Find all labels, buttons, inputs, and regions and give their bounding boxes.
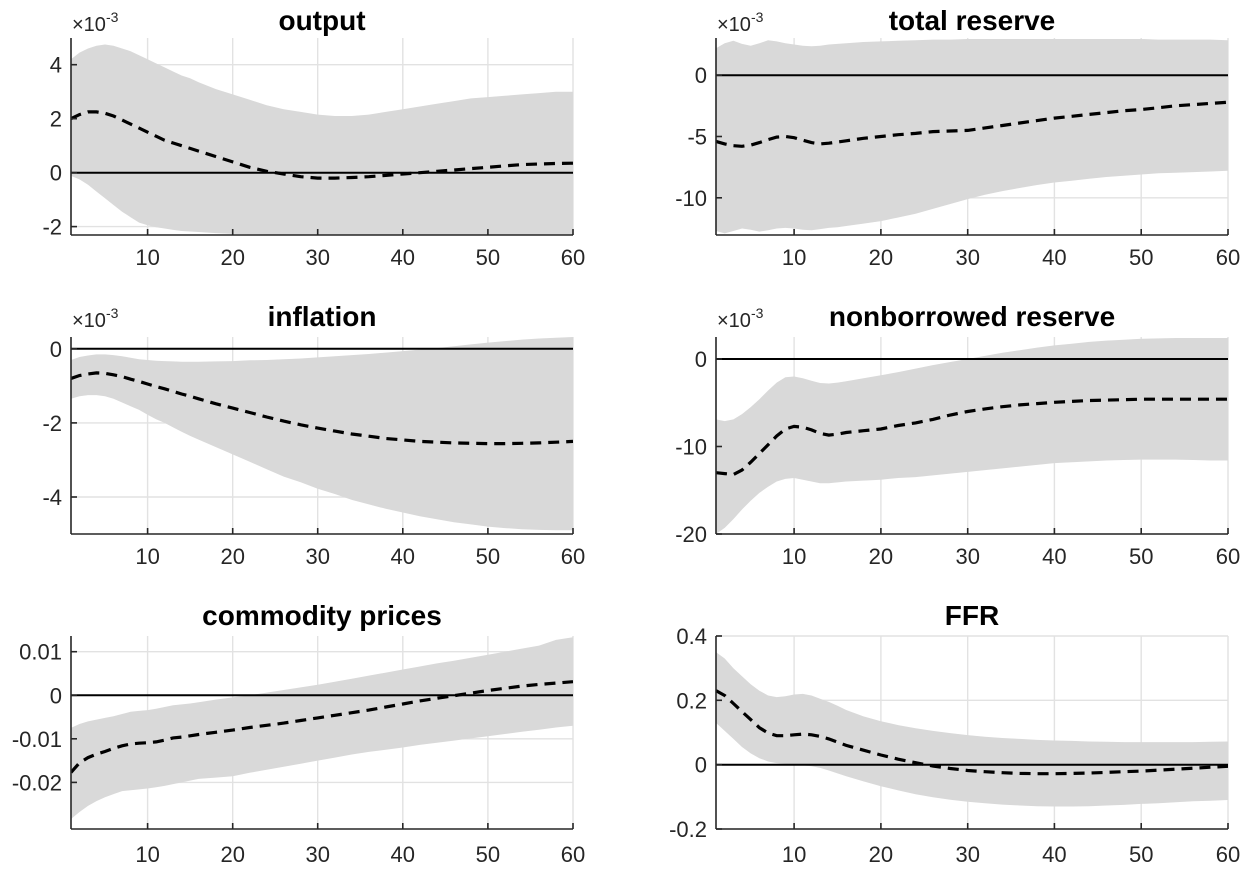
x-tick-label: 30: [955, 245, 979, 270]
y-tick-label: -5: [687, 125, 707, 150]
y-tick-label: -0.02: [12, 770, 62, 795]
y-tick-label: 0: [50, 683, 62, 708]
subplot-total-reserve: 0 -5 -10 10 20 30 40 50 60 total reserve ×10-3: [675, 5, 1240, 270]
y-tick-label: -0.2: [669, 817, 707, 842]
y-tick-label: -2: [42, 215, 62, 240]
confidence-band: [71, 337, 573, 531]
x-tick-label: 30: [305, 842, 329, 867]
y-tick-label: 0.01: [19, 640, 62, 665]
x-tick-label: 10: [782, 245, 806, 270]
x-tick-label: 40: [391, 544, 415, 569]
y-axis-scale-label: ×10-3: [72, 9, 119, 36]
y-tick-label: 0: [695, 753, 707, 778]
x-tick-label: 50: [1129, 842, 1153, 867]
y-tick-label: -10: [675, 435, 707, 460]
x-tick-label: 20: [869, 842, 893, 867]
x-tick-label: 60: [561, 245, 585, 270]
x-tick-label: 60: [561, 842, 585, 867]
x-tick-label: 30: [955, 544, 979, 569]
y-tick-label: -2: [42, 411, 62, 436]
x-tick-label: 60: [1216, 544, 1240, 569]
subplot-inflation: 0 -2 -4 10 20 30 40 50 60 inflation ×10-3: [42, 301, 585, 569]
y-axis-scale-label: ×10-3: [717, 9, 764, 36]
y-tick-label: 0: [50, 161, 62, 186]
subplot-title: commodity prices: [202, 600, 442, 631]
subplot-title: total reserve: [889, 5, 1056, 36]
x-tick-label: 40: [1042, 842, 1066, 867]
subplot-title: inflation: [268, 301, 377, 332]
confidence-band: [716, 652, 1228, 807]
y-axis-scale-label: ×10-3: [72, 305, 119, 332]
x-tick-label: 50: [476, 245, 500, 270]
x-tick-label: 20: [220, 544, 244, 569]
y-tick-label: 0.2: [676, 688, 707, 713]
x-tick-label: 30: [305, 544, 329, 569]
median-line: [71, 371, 573, 446]
subplot-nonborrowed-reserve: 0 -10 -20 10 20 30 40 50 60 nonborrowed reserve ×1…: [675, 301, 1240, 569]
y-tick-label: 4: [50, 53, 62, 78]
confidence-band: [716, 338, 1228, 534]
y-tick-label: 0: [695, 347, 707, 372]
y-tick-label: 0: [50, 337, 62, 362]
x-tick-label: 20: [869, 245, 893, 270]
x-tick-label: 60: [561, 544, 585, 569]
y-axis-scale-label: ×10-3: [717, 305, 764, 332]
x-tick-label: 40: [391, 842, 415, 867]
x-tick-label: 10: [782, 842, 806, 867]
x-tick-label: 10: [135, 544, 159, 569]
y-tick-label: 0: [695, 63, 707, 88]
y-tick-label: -4: [42, 485, 62, 510]
x-tick-label: 50: [1129, 544, 1153, 569]
median-line: [716, 100, 1228, 148]
x-tick-label: 40: [1042, 544, 1066, 569]
confidence-band: [71, 637, 573, 819]
subplot-title: nonborrowed reserve: [829, 301, 1115, 332]
x-tick-label: 10: [135, 245, 159, 270]
x-tick-label: 20: [220, 245, 244, 270]
x-tick-label: 10: [135, 842, 159, 867]
x-tick-label: 40: [1042, 245, 1066, 270]
confidence-band: [71, 44, 573, 235]
confidence-band: [716, 39, 1228, 234]
subplot-title: output: [278, 5, 365, 36]
y-tick-label: 2: [50, 107, 62, 132]
x-tick-label: 30: [305, 245, 329, 270]
y-tick-label: 0.4: [676, 624, 707, 649]
x-tick-label: 40: [391, 245, 415, 270]
x-tick-label: 30: [955, 842, 979, 867]
x-tick-label: 60: [1216, 842, 1240, 867]
subplot-title: FFR: [945, 600, 999, 631]
x-tick-label: 50: [1129, 245, 1153, 270]
x-tick-label: 10: [782, 544, 806, 569]
x-tick-label: 20: [869, 544, 893, 569]
subplot-ffr: 0.4 0.2 0 -0.2 10 20 30 40 50 60 FFR: [669, 600, 1240, 867]
median-line: [71, 110, 573, 180]
x-tick-label: 50: [476, 842, 500, 867]
y-tick-label: -10: [675, 186, 707, 211]
x-tick-label: 50: [476, 544, 500, 569]
y-tick-label: -20: [675, 522, 707, 547]
median-line: [71, 680, 573, 774]
y-tick-label: -0.01: [12, 727, 62, 752]
x-tick-label: 20: [220, 842, 244, 867]
x-tick-label: 60: [1216, 245, 1240, 270]
subplot-commodity-prices: 0.01 0 -0.01 -0.02 10 20 30 40 50 60 commodity pri…: [12, 600, 585, 867]
